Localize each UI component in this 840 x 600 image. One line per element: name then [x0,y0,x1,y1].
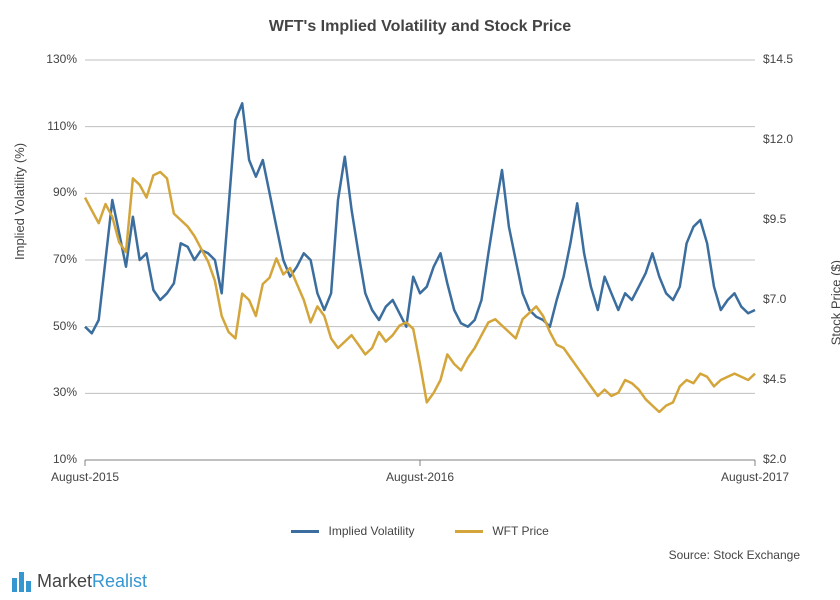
legend-item-iv: Implied Volatility [291,524,414,538]
legend-swatch-iv [291,530,319,533]
logo-text: MarketRealist [37,571,147,592]
x-tick: August-2017 [705,470,805,484]
logo-text-market: Market [37,571,92,591]
plot-area [85,60,755,460]
logo-text-realist: Realist [92,571,147,591]
logo-bar [26,581,31,592]
y-axis-right-label: Stock Price ($) [828,260,840,345]
y-tick-left: 50% [27,319,77,333]
chart-title: WFT's Implied Volatility and Stock Price [0,18,840,36]
chart-container: WFT's Implied Volatility and Stock Price… [0,0,840,600]
y-tick-left: 110% [27,119,77,133]
y-tick-right: $9.5 [763,212,813,226]
y-tick-left: 90% [27,185,77,199]
legend: Implied Volatility WFT Price [0,522,840,540]
logo: MarketRealist [12,571,147,592]
legend-swatch-price [455,530,483,533]
legend-label-price: WFT Price [492,524,548,538]
y-tick-left: 70% [27,252,77,266]
y-tick-right: $7.0 [763,292,813,306]
y-tick-left: 130% [27,52,77,66]
logo-icon [12,572,31,592]
y-tick-left: 10% [27,452,77,466]
chart-svg [85,60,755,460]
logo-bar [12,578,17,592]
y-tick-right: $12.0 [763,132,813,146]
source-text: Source: Stock Exchange [669,548,800,562]
x-tick: August-2015 [35,470,135,484]
y-tick-right: $4.5 [763,372,813,386]
y-tick-right: $2.0 [763,452,813,466]
legend-item-price: WFT Price [455,524,549,538]
x-tick: August-2016 [370,470,470,484]
y-tick-left: 30% [27,385,77,399]
y-axis-left-label: Implied Volatility (%) [12,143,27,260]
legend-label-iv: Implied Volatility [329,524,415,538]
logo-bar [19,572,24,592]
y-tick-right: $14.5 [763,52,813,66]
